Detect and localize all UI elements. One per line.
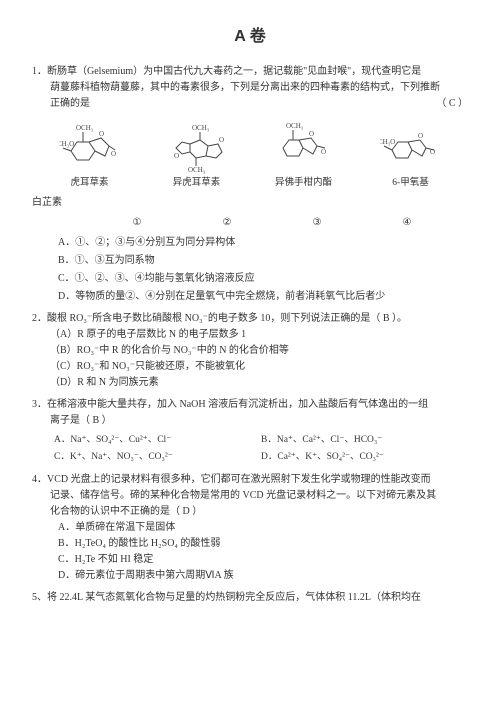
q3-l2: 离子是（ B ） [32,413,468,429]
q5-text: 5、将 22.4L 某气态氮氧化合物与足量的灼热铜粉完全反应后，气体体积 11.… [32,590,468,606]
svg-text:OCH₃: OCH₃ [192,124,210,132]
q2-c: （C）RO₃⁻和 NO₃⁻只能被还原，不能被氧化 [32,359,468,375]
molecule-4: CH₃O O O [357,118,464,174]
q2-text: 2．酸根 RO₃⁻所含电子数比硝酸根 NO₃⁻的电子数多 10，则下列说法正确的… [32,311,468,327]
q1-opt-b: B．①、③互为同系物 [32,253,468,269]
exam-title: A 卷 [32,24,468,50]
mol-label-1: 虎耳草素 [36,176,143,191]
svg-text:O: O [418,132,423,140]
mol-label-2: 异虎耳草素 [143,176,250,191]
q3-b: B．Na⁺、Ca²⁺、Cl⁻、HCO₃⁻ [261,432,468,449]
question-1: 1．断肠草（Gelsemium）为中国古代九大毒药之一，据记载能"见血封喉"，现… [32,64,468,305]
question-5: 5、将 22.4L 某气态氮氧化合物与足量的灼热铜粉完全反应后，气体体积 11.… [32,590,468,606]
question-2: 2．酸根 RO₃⁻所含电子数比硝酸根 NO₃⁻的电子数多 10，则下列说法正确的… [32,311,468,391]
q1-line2: 葫蔓藤科植物葫蔓藤，其中的毒素很多，下列是分离出来的四种毒素的结构式，下列推断 [32,80,468,96]
question-4: 4．VCD 光盘上的记录材料有很多种，它们都可在激光照射下发生化学或物理的性能改… [32,472,468,584]
molecule-1: OCH₃ CH₃O O O [36,118,143,174]
q1-line3: 正确的是 （ C ） [32,96,468,112]
q3-a: A．Na⁺、SO₄²⁻、Cu²⁺、Cl⁻ [54,432,261,449]
q2-a: （A）R 原子的电子层数比 N 的电子层数多 1 [32,327,468,343]
q1-line1: 1．断肠草（Gelsemium）为中国古代九大毒药之一，据记载能"见血封喉"，现… [32,64,468,80]
mol-label-4: 6-甲氧基 [357,176,464,191]
molecule-3: OCH₃ O O [250,118,357,174]
q4-b: B．H₂TeO₄ 的酸性比 H₂SO₄ 的酸性弱 [32,536,468,552]
circ-3: ③ [272,215,362,231]
mol-label-3: 异佛手柑内酯 [250,176,357,191]
q2-d: （D）R 和 N 为同族元素 [32,375,468,391]
circled-row: ① ② ③ ④ [32,215,468,231]
extra-label: 白芷素 [32,195,468,211]
circ-4: ④ [362,215,452,231]
circ-2: ② [182,215,272,231]
svg-text:CH₃O: CH₃O [380,138,395,146]
q4-d: D．碲元素位于周期表中第六周期ⅥA 族 [32,568,468,584]
q4-l1: 4．VCD 光盘上的记录材料有很多种，它们都可在激光照射下发生化学或物理的性能改… [32,472,468,488]
q3-l1: 3．在稀溶液中能大量共存，加入 NaOH 溶液后有沉淀析出，加入盐酸后有气体逸出… [32,397,468,413]
q4-a: A．单质碲在常温下是固体 [32,520,468,536]
svg-text:O: O [174,152,179,160]
svg-text:O: O [430,148,435,156]
q4-l2: 记录、储存信号。碲的某种化合物是常用的 VCD 光盘记录材料之一。以下对碲元素及… [32,488,468,504]
q3-options: A．Na⁺、SO₄²⁻、Cu²⁺、Cl⁻ B．Na⁺、Ca²⁺、Cl⁻、HCO₃… [32,432,468,466]
svg-text:OCH₃: OCH₃ [188,166,206,174]
question-3: 3．在稀溶液中能大量共存，加入 NaOH 溶液后有沉淀析出，加入盐酸后有气体逸出… [32,397,468,466]
molecule-2: OCH₃ OCH₃ O O [143,118,250,174]
circ-1: ① [92,215,182,231]
q2-b: （B）RO₃⁻中 R 的化合价与 NO₃⁻中的 N 的化合价相等 [32,343,468,359]
molecule-row: OCH₃ CH₃O O O OCH₃ OCH₃ O O [32,118,468,174]
svg-text:O: O [219,136,224,144]
molecule-labels: 虎耳草素 异虎耳草素 异佛手柑内酯 6-甲氧基 [32,176,468,191]
q3-d: D．Ca²⁺、K⁺、SO₄²⁻、CO₃²⁻ [261,449,468,466]
svg-text:O: O [99,130,104,138]
q1-opt-a: A．①、②；③与④分别互为同分异构体 [32,235,468,251]
q3-c: C．K⁺、Na⁺、NO₃⁻、CO₃²⁻ [54,449,261,466]
svg-text:OCH₃: OCH₃ [286,122,304,130]
svg-text:O: O [321,148,326,156]
q1-answer: （ C ） [436,96,468,112]
svg-text:O: O [111,150,116,158]
svg-text:CH₃O: CH₃O [59,140,74,148]
q1-opt-d: D．等物质的量②、④分别在足量氧气中完全燃烧，前者消耗氧气比后者少 [32,289,468,305]
q1-opt-c: C．①、②、③、④均能与氢氧化钠溶液反应 [32,271,468,287]
svg-text:OCH₃: OCH₃ [76,124,94,132]
svg-text:O: O [309,130,314,138]
q4-l3: 化合物的认识中不正确的是（ D ） [32,504,468,520]
q4-c: C．H₂Te 不如 HI 稳定 [32,552,468,568]
